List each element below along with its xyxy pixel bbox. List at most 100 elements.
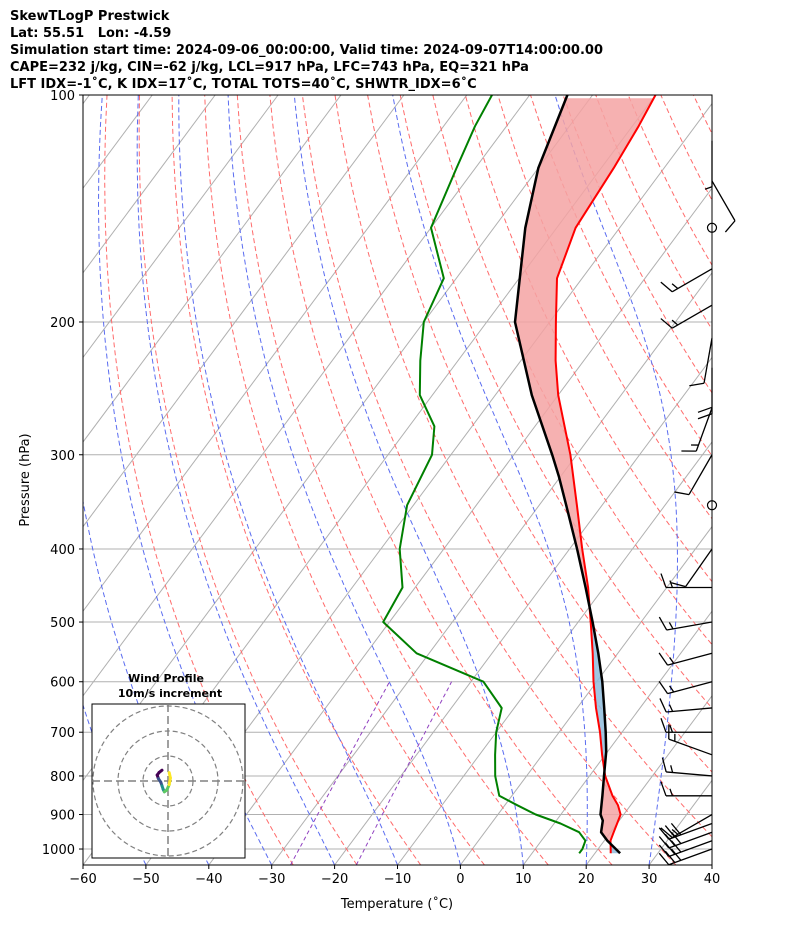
wind-barb: [660, 781, 712, 797]
cin-area: [515, 98, 654, 609]
isotherm-line: [83, 95, 405, 528]
mixing-ratio-line: [290, 681, 390, 865]
wind-barb: [660, 573, 712, 589]
mixing-ratio-line: [355, 681, 453, 865]
isotherm-line: [83, 95, 342, 443]
dry-adiabat: [432, 95, 712, 646]
isotherm-line: [648, 779, 712, 865]
y-tick-label: 100: [50, 89, 75, 104]
x-tick-label: −20: [321, 872, 348, 887]
wind-barbs: [658, 140, 736, 866]
wind-barb: [658, 848, 713, 866]
dry-adiabat: [497, 95, 712, 520]
isotherm-line: [83, 95, 90, 105]
y-tick-label: 600: [50, 676, 75, 691]
isotherm-line: [397, 441, 712, 865]
wind-barb: [711, 180, 736, 233]
temperature-line: [554, 95, 657, 854]
wind-barb: [659, 698, 713, 713]
wind-barb: [674, 454, 713, 496]
wind-barb: [660, 304, 713, 329]
x-tick-label: −40: [195, 872, 222, 887]
y-tick-label: 500: [50, 616, 75, 631]
y-tick-label: 800: [50, 770, 75, 785]
dry-adiabat: [171, 95, 422, 865]
chart-title: SkewTLogP Prestwick: [10, 9, 170, 24]
dry-adiabat: [334, 95, 712, 838]
dry-adiabat: [692, 95, 712, 135]
y-tick-label: 400: [50, 543, 75, 558]
isotherm-line: [83, 95, 279, 359]
isotherm-line: [83, 95, 216, 274]
x-tick-label: −30: [258, 872, 285, 887]
x-tick-label: 20: [578, 872, 595, 887]
dry-adiabat: [464, 95, 712, 583]
wind-barb: [697, 367, 713, 420]
hodograph-segment: [167, 771, 172, 780]
x-tick-label: −60: [69, 872, 96, 887]
wind-barb: [660, 268, 713, 293]
wind-barb: [658, 616, 713, 631]
wind-barb: [668, 724, 713, 756]
y-tick-label: 300: [50, 449, 75, 464]
moist-adiabat: [711, 862, 712, 865]
x-tick-label: −50: [132, 872, 159, 887]
moist-adiabat: [178, 95, 398, 865]
dry-adiabat: [759, 95, 794, 865]
dewpoint-line: [382, 95, 587, 854]
x-axis-label: Temperature (˚C): [340, 896, 453, 912]
x-tick-label: 30: [641, 872, 658, 887]
dry-adiabat: [236, 95, 549, 865]
y-axis-label: Pressure (hPa): [18, 433, 33, 526]
dry-adiabat: [367, 95, 712, 773]
dry-adiabat: [301, 95, 677, 865]
indices-line: LFT IDX=-1˚C, K IDX=17˚C, TOTAL TOTS=40˚…: [10, 77, 477, 92]
calm-wind-circle: [706, 500, 718, 511]
dry-adiabat: [627, 95, 712, 267]
x-tick-label: 0: [456, 872, 464, 887]
y-tick-label: 900: [50, 809, 75, 824]
isotherm-line: [522, 610, 712, 865]
x-tick-label: 10: [515, 872, 532, 887]
y-tick-label: 1000: [42, 843, 75, 858]
isotherm-line: [83, 95, 468, 613]
wind-barb: [689, 337, 713, 387]
isotherm-line: [271, 271, 712, 865]
wind-barb: [704, 140, 713, 190]
cape-area: [589, 608, 607, 772]
y-tick-label: 200: [50, 316, 75, 331]
moist-adiabat: [293, 95, 524, 865]
wind-barb: [658, 652, 713, 666]
wind-barb: [658, 681, 713, 695]
wind-barb: [671, 548, 713, 588]
moist-adiabat: [136, 95, 336, 865]
wind-barb: [660, 813, 713, 839]
hodograph-title: Wind Profile: [128, 672, 204, 685]
hodograph-inset: Wind Profile 10m/s increment: [91, 672, 246, 859]
x-tick-label: 40: [704, 872, 721, 887]
dry-adiabat: [138, 95, 358, 865]
calm-wind-circle: [706, 222, 718, 233]
y-tick-label: 700: [50, 726, 75, 741]
wind-barb: [661, 757, 713, 777]
dry-adiabat: [204, 95, 485, 865]
isotherm-line: [459, 525, 712, 865]
moist-adiabat: [392, 95, 588, 865]
isotherm-line: [334, 356, 712, 865]
moist-adiabat: [227, 95, 461, 865]
dry-adiabat: [530, 95, 712, 457]
dry-adiabat: [562, 95, 712, 394]
hodograph-subtitle: 10m/s increment: [118, 687, 222, 700]
isotherm-line: [208, 187, 712, 865]
x-tick-label: −10: [384, 872, 411, 887]
dry-adiabat: [660, 95, 712, 202]
dry-adiabat: [726, 95, 794, 865]
location-line: Lat: 55.51 Lon: -4.59: [10, 26, 172, 41]
parcel-line: [513, 95, 621, 855]
header: SkewTLogP Prestwick Lat: 55.51 Lon: -4.5…: [10, 8, 603, 93]
dry-adiabat: [104, 95, 294, 865]
cape-line: CAPE=232 j/kg, CIN=-62 j/kg, LCL=917 hPa…: [10, 60, 529, 75]
isotherm-line: [585, 694, 712, 865]
isotherm-line: [83, 95, 531, 697]
